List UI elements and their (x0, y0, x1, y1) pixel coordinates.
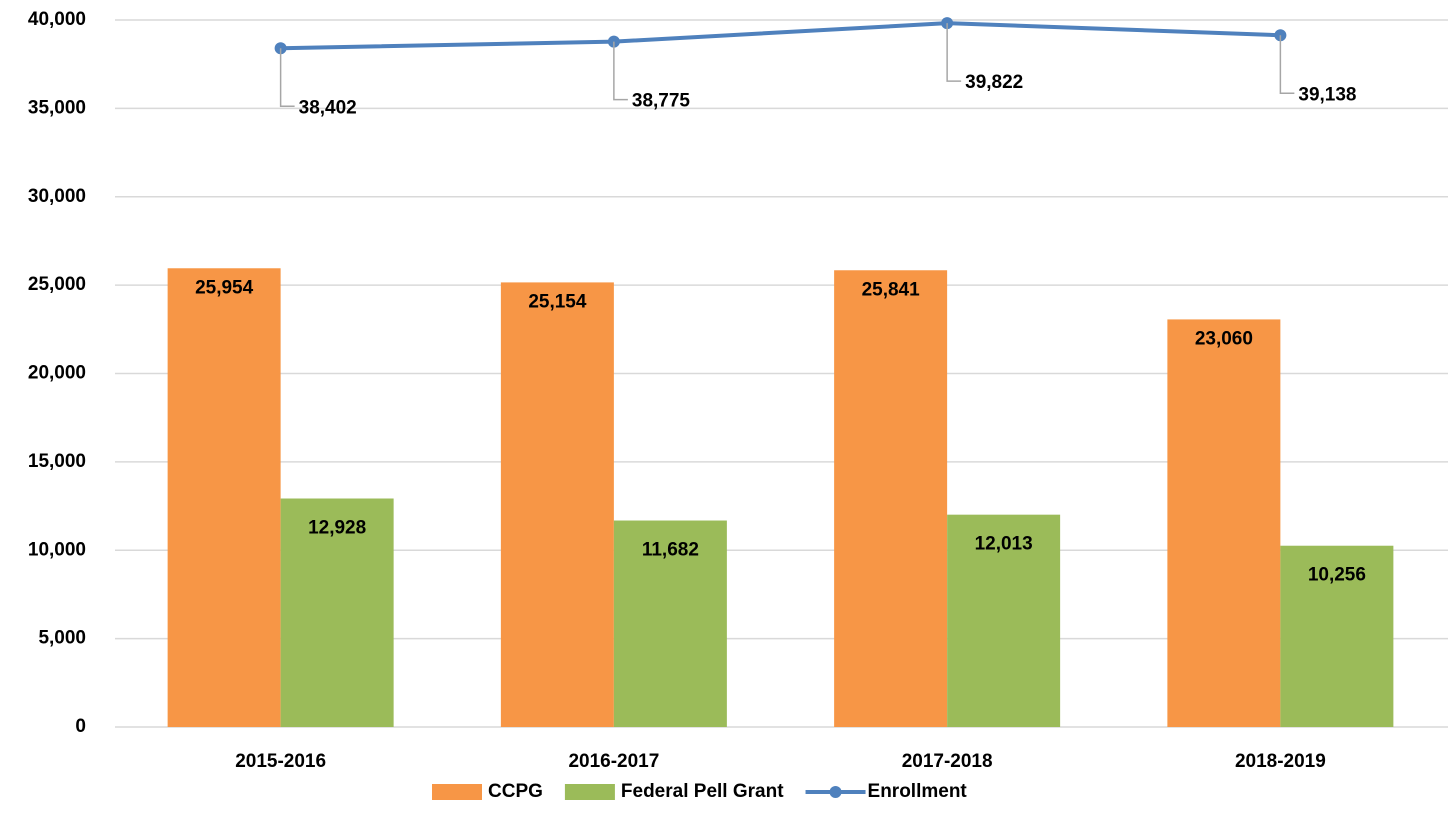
x-tick-label: 2016-2017 (568, 751, 659, 772)
y-tick-label: 20,000 (28, 363, 86, 384)
bar-value-label: 25,154 (528, 291, 587, 312)
legend-swatch (564, 784, 615, 800)
y-tick-label: 15,000 (28, 451, 86, 472)
y-tick-label: 40,000 (28, 9, 86, 30)
bar (167, 268, 281, 727)
bar-value-label: 10,256 (1308, 565, 1366, 586)
legend-swatch (432, 784, 482, 800)
y-tick-label: 25,000 (28, 274, 86, 295)
bar-value-label: 25,954 (195, 277, 254, 298)
x-tick-label: 2017-2018 (902, 751, 993, 772)
leader-line (946, 23, 962, 82)
bar (280, 498, 394, 727)
x-tick-label: 2018-2019 (1235, 751, 1326, 772)
legend-label: Enrollment (868, 781, 968, 802)
line-value-label: 39,822 (965, 72, 1023, 93)
bar (947, 514, 1061, 727)
bar (1280, 545, 1394, 727)
bar-value-label: 12,928 (308, 518, 366, 539)
y-tick-label: 30,000 (28, 186, 86, 207)
line (280, 21, 1281, 51)
leader-line (613, 41, 628, 101)
bar-value-label: 25,841 (862, 279, 921, 300)
line-value-label: 38,402 (299, 97, 357, 118)
legend-label: Federal Pell Grant (621, 781, 784, 802)
legend-label: CCPG (488, 781, 543, 802)
y-tick-label: 35,000 (28, 97, 86, 118)
leader-line (1279, 35, 1295, 94)
bar (613, 520, 727, 727)
legend-marker (829, 786, 842, 798)
x-tick-label: 2015-2016 (235, 751, 326, 772)
y-tick-label: 10,000 (28, 539, 86, 560)
line-value-label: 39,138 (1298, 84, 1356, 105)
bar-value-label: 11,682 (642, 540, 699, 561)
bar (500, 282, 614, 727)
line-value-label: 38,775 (632, 91, 691, 112)
bar (1167, 319, 1281, 727)
y-tick-label: 5,000 (38, 628, 86, 649)
leader-line (279, 48, 295, 107)
bar-value-label: 23,060 (1195, 328, 1253, 349)
bar-value-label: 12,013 (975, 534, 1033, 555)
y-tick-label: 0 (75, 716, 86, 737)
bar (834, 270, 948, 727)
